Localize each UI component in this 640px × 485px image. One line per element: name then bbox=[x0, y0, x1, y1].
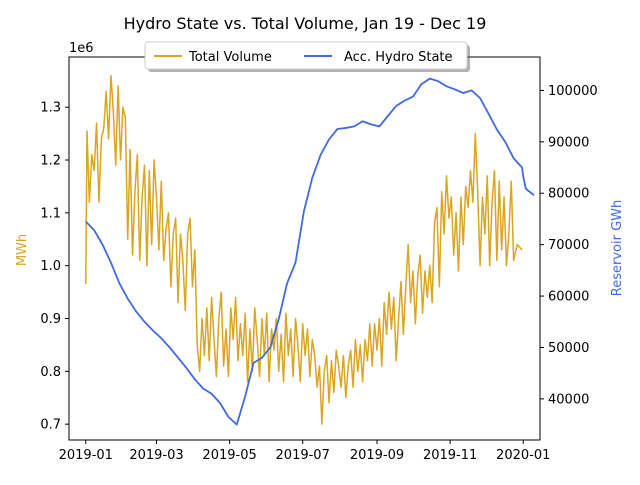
legend-label-acc-hydro-state: Acc. Hydro State bbox=[344, 50, 453, 65]
right-y-tick-label: 100000 bbox=[548, 84, 598, 99]
x-tick-label: 2019-01 bbox=[59, 448, 113, 463]
right-y-tick-label: 90000 bbox=[548, 135, 589, 150]
right-y-tick-label: 60000 bbox=[548, 290, 589, 305]
right-y-tick-label: 70000 bbox=[548, 238, 589, 253]
left-y-tick-label: 0.8 bbox=[40, 365, 61, 380]
left-y-tick-label: 0.7 bbox=[40, 418, 61, 433]
right-y-tick-label: 40000 bbox=[548, 392, 589, 407]
right-y-tick-label: 50000 bbox=[548, 341, 589, 356]
chart-legend: Total Volume Acc. Hydro State bbox=[144, 41, 470, 72]
axes-layer: 2019-01 2019-03 2019-05 2019-07 2019-09 2019-… bbox=[40, 56, 598, 463]
left-y-tick-label: 0.9 bbox=[40, 312, 61, 327]
left-axis-scale-label: 1e6 bbox=[69, 41, 94, 56]
x-tick-label: 2019-07 bbox=[276, 448, 330, 463]
right-axis-label: Reservoir GWh bbox=[610, 200, 625, 296]
left-y-tick-label: 1.0 bbox=[40, 259, 61, 274]
chart-title: Hydro State vs. Total Volume, Jan 19 - D… bbox=[124, 14, 487, 33]
legend-label-total-volume: Total Volume bbox=[188, 50, 272, 65]
x-tick-label: 2019-09 bbox=[350, 448, 404, 463]
series-layer bbox=[85, 74, 535, 426]
left-axis-label: MWh bbox=[15, 234, 30, 266]
x-tick-label: 2019-05 bbox=[202, 448, 256, 463]
x-tick-label: 2020-01 bbox=[496, 448, 550, 463]
series-line-total-volume bbox=[85, 74, 523, 425]
x-tick-label: 2019-11 bbox=[423, 448, 477, 463]
series-line-acc-hydro-state bbox=[85, 77, 535, 426]
left-y-tick-label: 1.3 bbox=[40, 101, 61, 116]
left-y-tick-label: 1.2 bbox=[40, 154, 61, 169]
right-y-tick-label: 80000 bbox=[548, 187, 589, 202]
left-y-tick-label: 1.1 bbox=[40, 206, 61, 221]
x-tick-label: 2019-03 bbox=[129, 448, 183, 463]
